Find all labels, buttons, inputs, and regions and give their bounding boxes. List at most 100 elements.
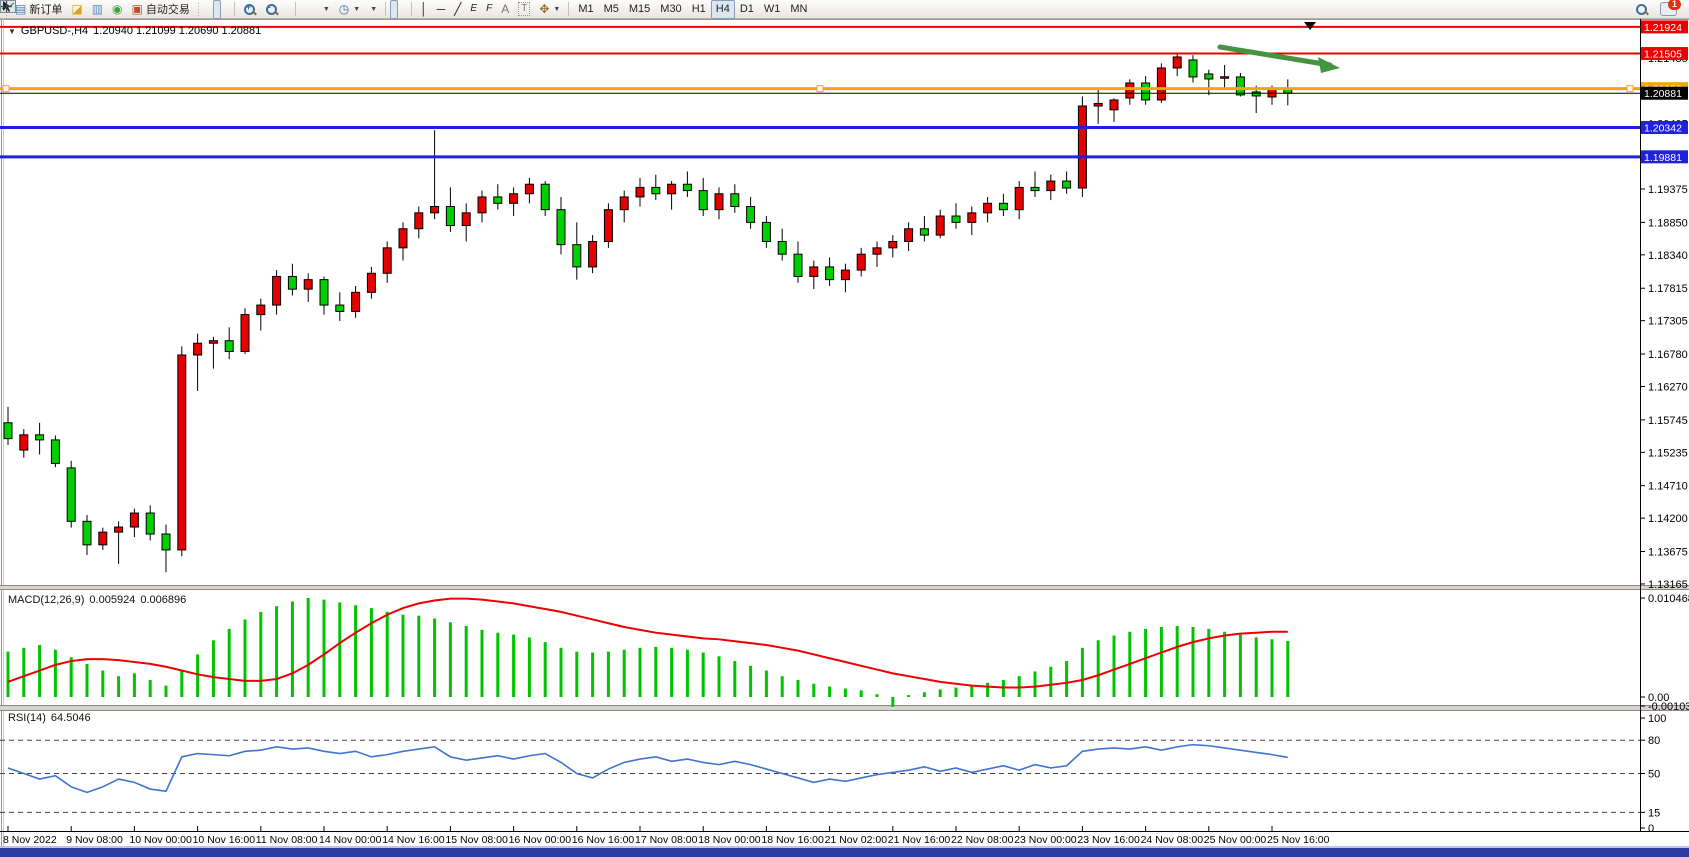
candle-body: [888, 240, 898, 249]
candle-body: [509, 193, 519, 204]
timeframe-button-H1[interactable]: H1: [691, 3, 706, 15]
pane-divider[interactable]: [0, 585, 1689, 590]
trend-arrow-head[interactable]: [1318, 57, 1340, 73]
candle-body: [1141, 82, 1151, 101]
zoom-out-button[interactable]: -: [261, 0, 282, 19]
macd-histogram-bar: [670, 647, 674, 697]
new-chart-button[interactable]: ▼: [0, 0, 334, 19]
price-label-text: 1.21505: [1644, 49, 1682, 61]
trend-arrow-object[interactable]: [1217, 44, 1340, 73]
price-tick-label: 1.15745: [1648, 415, 1688, 427]
time-tick-label: 23 Nov 16:00: [1077, 834, 1140, 846]
timeframe-button-W1[interactable]: W1: [763, 3, 781, 15]
macd-signal-value: 0.006896: [140, 594, 187, 606]
trendline-button[interactable]: ╱: [450, 0, 465, 19]
hline-objects[interactable]: [0, 25, 1640, 159]
timeframe-button-M15[interactable]: M15: [628, 3, 651, 15]
price-axis[interactable]: 1.219501.214351.209201.204051.198901.193…: [1640, 19, 1689, 835]
timeframe-button-M1[interactable]: M1: [578, 3, 594, 15]
price-label-box: [1641, 47, 1688, 61]
candle-body: [1156, 67, 1166, 101]
macd-histogram-bar: [180, 670, 184, 697]
price-label-box: [1641, 86, 1688, 100]
chevron-down-icon: ▼: [322, 5, 330, 13]
line-chart-button[interactable]: [0, 0, 230, 19]
equidistant-channel-button[interactable]: E: [466, 0, 481, 19]
macd-histogram-bar: [275, 606, 279, 697]
candlestick-chart-button[interactable]: [0, 0, 221, 19]
macd-histogram-bar: [733, 661, 737, 697]
candle-body: [1093, 102, 1103, 107]
candle-body: [19, 434, 29, 451]
timeframe-button-M5[interactable]: M5: [603, 3, 619, 15]
timeframe-button-H4[interactable]: H4: [710, 0, 735, 19]
eraser-button[interactable]: ◪: [67, 0, 86, 19]
macd-histogram-bar: [812, 683, 816, 697]
candle-body: [524, 183, 534, 195]
line-selection-handle[interactable]: [816, 85, 824, 93]
bar-chart-button[interactable]: [1, 0, 212, 19]
vertical-line-button[interactable]: │: [416, 0, 432, 19]
search-button[interactable]: [1631, 0, 1652, 19]
toolbar-grip[interactable]: [196, 2, 201, 16]
macd-histogram-bar: [85, 663, 89, 697]
timeframe-button-M30[interactable]: M30: [660, 3, 682, 15]
fibonacci-button[interactable]: F: [482, 0, 496, 19]
chart-window-button[interactable]: ▥: [88, 0, 107, 19]
time-tick-label: 22 Nov 08:00: [951, 834, 1014, 846]
notifications-button[interactable]: 1: [1656, 0, 1681, 19]
add-indicator-button[interactable]: [1, 0, 317, 19]
time-tick-label: 11 Nov 08:00: [256, 834, 318, 846]
tile-windows-button[interactable]: [1, 0, 291, 19]
crosshair-button[interactable]: [1, 0, 407, 19]
macd-histogram-bar: [938, 689, 942, 697]
line-selection-handle[interactable]: [1626, 85, 1634, 93]
timeframe-button-D1[interactable]: D1: [739, 3, 754, 15]
macd-histogram-bar: [354, 605, 358, 697]
pane-divider[interactable]: [0, 705, 1689, 711]
channel-icon: E: [470, 3, 478, 14]
signals-button[interactable]: ◉: [108, 0, 126, 19]
price-tick-label: 1.14710: [1648, 481, 1688, 493]
macd-histogram-bar: [907, 695, 911, 697]
zoom-in-button[interactable]: +: [239, 0, 260, 19]
indicators-button[interactable]: [1, 0, 308, 19]
symbol-dropdown-icon[interactable]: ▼: [8, 26, 16, 36]
candle-body: [382, 247, 392, 274]
candle-body: [825, 266, 835, 281]
arrows-button[interactable]: ✥ ▼: [535, 0, 564, 19]
candle-body: [761, 221, 771, 242]
signals-icon: ◉: [112, 2, 123, 16]
line-selection-handle[interactable]: [2, 85, 10, 93]
candle-body: [145, 512, 155, 535]
price-label-text: 1.20881: [1644, 88, 1682, 100]
macd-signal-line: [7, 597, 1288, 689]
candle-body: [66, 467, 76, 522]
time-axis[interactable]: 8 Nov 2022 9 Nov 08:00 10 Nov 00:00 10 Nov …: [0, 826, 1689, 846]
candle-body: [35, 434, 45, 441]
ohlc-close: 1.20881: [221, 25, 262, 37]
ohlc-high: 1.21099: [135, 25, 176, 37]
candle-body: [445, 205, 455, 227]
new-order-button[interactable]: ▤ 新订单: [11, 0, 66, 19]
autotrading-button[interactable]: ▣ 自动交易: [128, 0, 194, 19]
macd-histogram-bar: [448, 622, 452, 697]
line-anchor-marker[interactable]: [1304, 22, 1316, 30]
horizontal-line-button[interactable]: ─: [433, 0, 450, 19]
text-button[interactable]: A: [497, 0, 513, 19]
periodicity-button[interactable]: ◷ ▼: [335, 0, 364, 19]
macd-histogram-bar: [828, 686, 832, 697]
macd-histogram-bar: [717, 656, 721, 697]
text-label-button[interactable]: T: [514, 0, 534, 19]
clock-icon: ◷: [338, 2, 350, 16]
candle-body: [50, 439, 60, 464]
macd-histogram-bar: [527, 637, 531, 697]
cursor-button[interactable]: [3, 0, 399, 19]
chart-title: ▼ GBPUSD-,H4 1.20940 1.21099 1.20690 1.2…: [8, 25, 261, 37]
trend-arrow-shaft[interactable]: [1217, 44, 1333, 68]
macd-histogram-bar: [512, 634, 516, 697]
timeframe-button-MN[interactable]: MN: [790, 3, 808, 15]
time-tick-label: 16 Nov 16:00: [572, 834, 635, 846]
chart-profile-button[interactable]: ▼: [0, 0, 381, 19]
